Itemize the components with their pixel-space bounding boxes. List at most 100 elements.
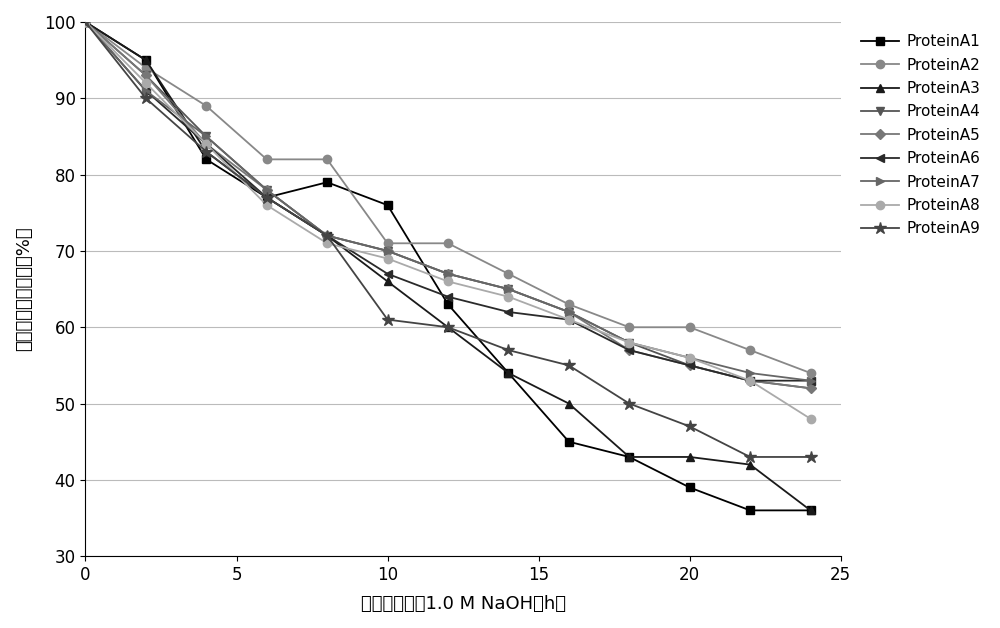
ProteinA1	[684, 484, 696, 491]
Line: ProteinA1: ProteinA1	[81, 18, 815, 514]
ProteinA6	[382, 270, 394, 278]
ProteinA2	[563, 301, 575, 308]
Line: ProteinA4: ProteinA4	[81, 18, 815, 392]
ProteinA7	[140, 87, 152, 94]
ProteinA2	[502, 270, 514, 278]
ProteinA2	[442, 239, 454, 247]
ProteinA1	[200, 156, 212, 163]
Line: ProteinA8: ProteinA8	[81, 18, 815, 423]
ProteinA9	[623, 400, 635, 408]
ProteinA7	[502, 285, 514, 293]
ProteinA2	[684, 323, 696, 331]
ProteinA2	[79, 18, 91, 26]
ProteinA4	[321, 232, 333, 239]
ProteinA7	[261, 186, 273, 193]
ProteinA7	[623, 338, 635, 346]
ProteinA4	[261, 186, 273, 193]
ProteinA9	[79, 18, 91, 26]
ProteinA7	[321, 232, 333, 239]
ProteinA6	[502, 308, 514, 316]
ProteinA8	[261, 202, 273, 209]
ProteinA2	[200, 102, 212, 110]
ProteinA4	[442, 270, 454, 278]
ProteinA7	[563, 308, 575, 316]
ProteinA1	[140, 57, 152, 64]
ProteinA4	[684, 362, 696, 369]
ProteinA6	[200, 140, 212, 148]
ProteinA2	[382, 239, 394, 247]
ProteinA5	[623, 347, 635, 354]
Y-axis label: 剩余动态结合载量（%）: 剩余动态结合载量（%）	[15, 227, 33, 352]
ProteinA1	[79, 18, 91, 26]
ProteinA9	[502, 347, 514, 354]
ProteinA5	[442, 270, 454, 278]
ProteinA1	[321, 178, 333, 186]
ProteinA8	[623, 338, 635, 346]
ProteinA2	[623, 323, 635, 331]
ProteinA1	[805, 507, 817, 514]
ProteinA3	[684, 453, 696, 461]
ProteinA4	[623, 338, 635, 346]
ProteinA5	[79, 18, 91, 26]
Line: ProteinA7: ProteinA7	[81, 18, 815, 385]
ProteinA8	[382, 255, 394, 263]
ProteinA6	[805, 377, 817, 384]
ProteinA2	[261, 156, 273, 163]
ProteinA5	[805, 384, 817, 392]
ProteinA6	[684, 362, 696, 369]
ProteinA6	[140, 87, 152, 94]
ProteinA8	[140, 79, 152, 87]
ProteinA9	[382, 316, 394, 323]
ProteinA5	[382, 247, 394, 255]
ProteinA6	[744, 377, 756, 384]
ProteinA5	[744, 377, 756, 384]
ProteinA5	[684, 362, 696, 369]
ProteinA3	[563, 400, 575, 408]
ProteinA1	[744, 507, 756, 514]
ProteinA6	[442, 293, 454, 300]
ProteinA1	[261, 194, 273, 202]
ProteinA8	[321, 239, 333, 247]
ProteinA4	[744, 377, 756, 384]
ProteinA7	[200, 133, 212, 140]
ProteinA9	[261, 194, 273, 202]
Line: ProteinA5: ProteinA5	[82, 19, 814, 392]
ProteinA8	[805, 415, 817, 423]
ProteinA3	[623, 453, 635, 461]
ProteinA4	[382, 247, 394, 255]
ProteinA8	[684, 354, 696, 362]
ProteinA1	[563, 438, 575, 445]
ProteinA3	[140, 57, 152, 64]
ProteinA8	[200, 140, 212, 148]
Line: ProteinA2: ProteinA2	[81, 18, 815, 377]
ProteinA8	[744, 377, 756, 384]
ProteinA3	[805, 507, 817, 514]
ProteinA7	[684, 354, 696, 362]
ProteinA9	[200, 148, 212, 156]
ProteinA4	[805, 384, 817, 392]
ProteinA3	[744, 461, 756, 468]
ProteinA8	[502, 293, 514, 300]
ProteinA4	[140, 72, 152, 79]
ProteinA1	[442, 301, 454, 308]
Legend: ProteinA1, ProteinA2, ProteinA3, ProteinA4, ProteinA5, ProteinA6, ProteinA7, Pro: ProteinA1, ProteinA2, ProteinA3, Protein…	[856, 30, 985, 241]
ProteinA4	[563, 308, 575, 316]
ProteinA2	[744, 347, 756, 354]
ProteinA5	[140, 72, 152, 79]
ProteinA6	[261, 194, 273, 202]
ProteinA8	[79, 18, 91, 26]
Line: ProteinA9: ProteinA9	[79, 16, 817, 463]
ProteinA7	[382, 247, 394, 255]
ProteinA7	[79, 18, 91, 26]
ProteinA3	[79, 18, 91, 26]
ProteinA9	[140, 95, 152, 102]
ProteinA2	[321, 156, 333, 163]
ProteinA2	[805, 369, 817, 377]
ProteinA3	[321, 232, 333, 239]
ProteinA7	[442, 270, 454, 278]
ProteinA3	[442, 323, 454, 331]
ProteinA2	[140, 64, 152, 72]
ProteinA6	[563, 316, 575, 323]
ProteinA8	[442, 278, 454, 285]
ProteinA8	[563, 316, 575, 323]
